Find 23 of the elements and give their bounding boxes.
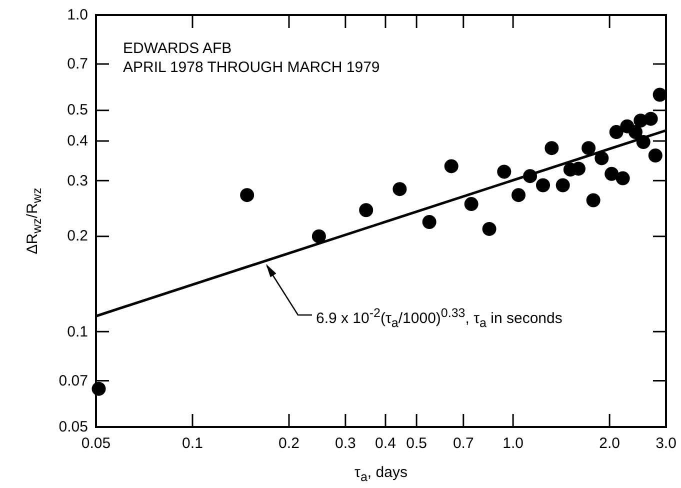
x-tick-label: 0.5 [406, 435, 427, 452]
y-tick-label: 0.2 [67, 228, 88, 245]
y-tick-label: 0.3 [67, 172, 88, 190]
x-tick-label: 0.1 [182, 435, 203, 452]
text: APRIL 1978 THROUGH MARCH 1979 [123, 59, 380, 76]
x-tick-label: 0.7 [452, 435, 474, 452]
x-tick-label: 1.0 [502, 435, 524, 452]
text: 6.9 x 10$^{-2}$(τ$_{a}$/1000)$^{0.33}$, τ$_{a}$ in seconds [316, 306, 562, 330]
y-tick-label: 0.5 [67, 102, 88, 119]
y-tick-label: 0.4 [67, 132, 88, 150]
y-tick-label: 0.07 [58, 372, 88, 390]
x-axis-title: τ$_{a}$, days [354, 464, 408, 484]
y-tick-label: 0.1 [67, 323, 88, 340]
x-tick-label: 0.2 [278, 435, 300, 452]
x-tick-label: 0.4 [375, 435, 396, 452]
x-tick-label: 3.0 [656, 435, 676, 452]
x-tick-label: 0.05 [81, 435, 111, 452]
y-tick-label: 0.05 [58, 418, 88, 436]
x-tick-label: 2.0 [599, 435, 620, 452]
text: EDWARDS AFB [123, 40, 232, 57]
y-tick-label: 0.7 [67, 56, 88, 73]
y-tick-label: 1.0 [67, 6, 88, 24]
x-tick-label: 0.3 [335, 435, 356, 452]
